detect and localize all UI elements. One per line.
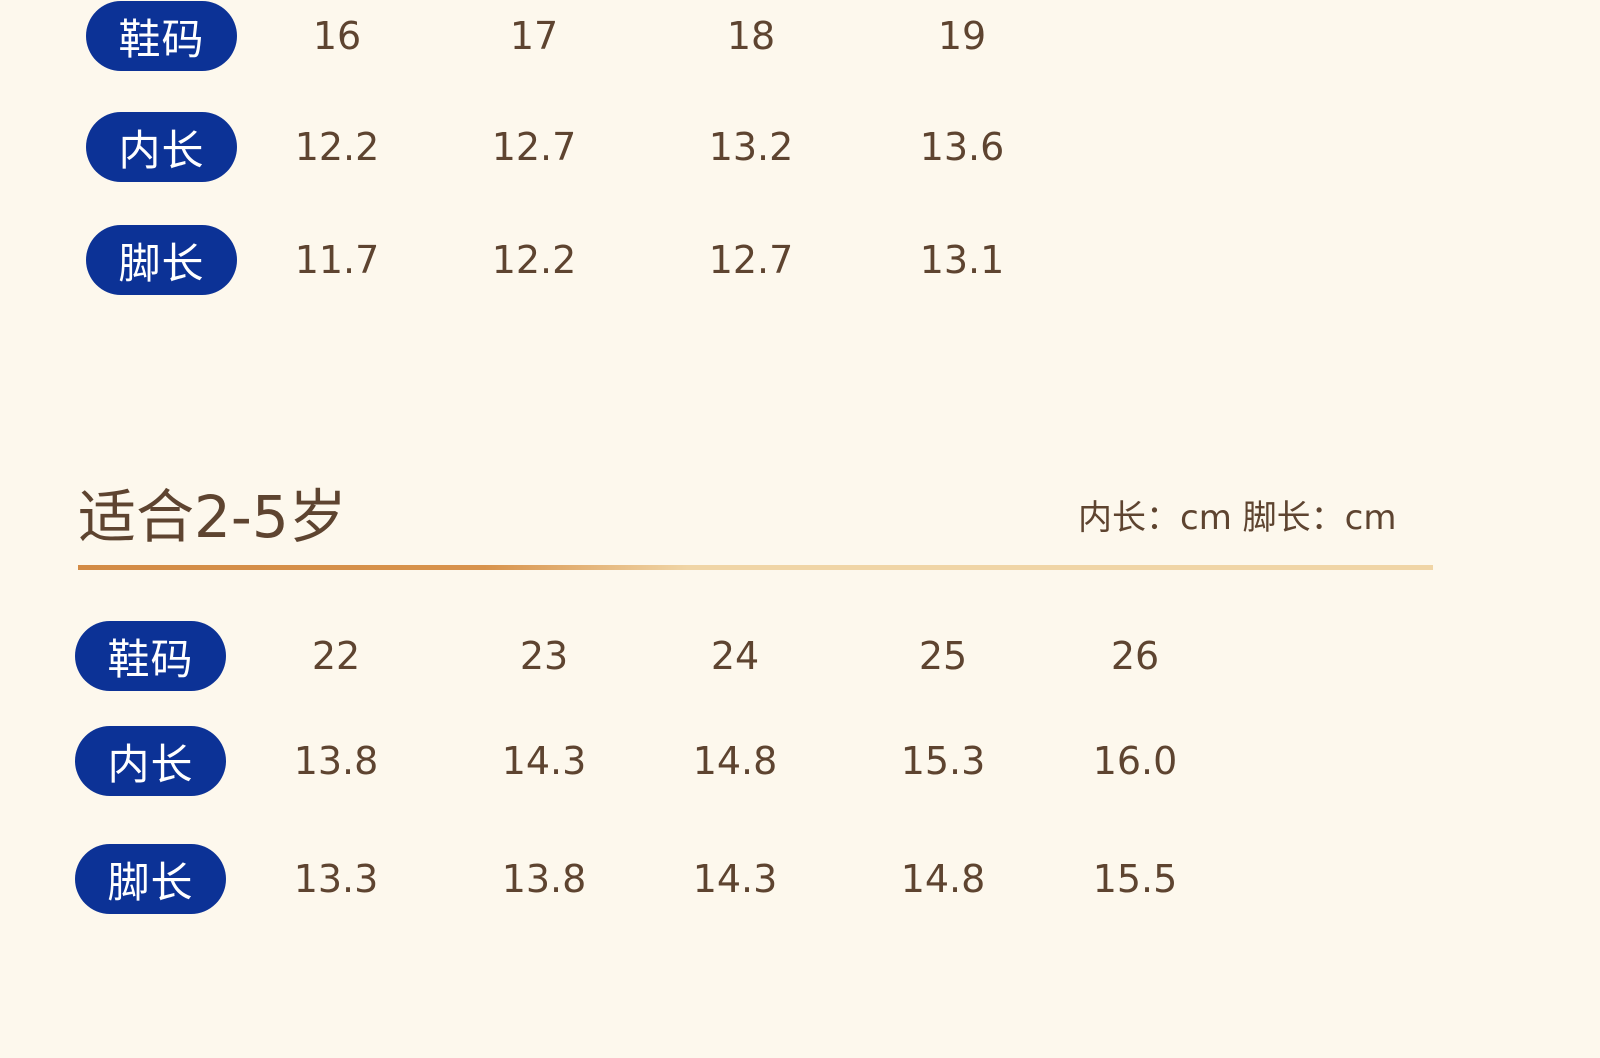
table-cell: 11.7 <box>294 238 380 282</box>
table-cell: 18 <box>726 14 776 58</box>
table-cell: 16 <box>312 14 362 58</box>
table-cell: 14.8 <box>692 739 778 783</box>
table-cell: 23 <box>519 634 569 678</box>
unit-note: 内长：cm 脚长：cm <box>1078 498 1397 538</box>
table-cell: 14.3 <box>692 857 778 901</box>
table-cell: 22 <box>311 634 361 678</box>
table-cell: 13.1 <box>919 238 1005 282</box>
table-cell: 13.2 <box>708 125 794 169</box>
table-cell: 13.3 <box>293 857 379 901</box>
section-title: 适合2-5岁 <box>78 483 347 551</box>
table-cell: 15.5 <box>1092 857 1178 901</box>
row-label-pill: 鞋码 <box>86 1 237 71</box>
table-cell: 13.8 <box>293 739 379 783</box>
table-cell: 12.2 <box>491 238 577 282</box>
table-cell: 15.3 <box>900 739 986 783</box>
table-cell: 13.8 <box>501 857 587 901</box>
table-cell: 14.3 <box>501 739 587 783</box>
table-cell: 12.2 <box>294 125 380 169</box>
table-cell: 24 <box>710 634 760 678</box>
table-cell: 12.7 <box>491 125 577 169</box>
table-cell: 26 <box>1110 634 1160 678</box>
row-label-pill: 脚长 <box>75 844 226 914</box>
table-cell: 19 <box>937 14 987 58</box>
table-cell: 14.8 <box>900 857 986 901</box>
table-cell: 25 <box>918 634 968 678</box>
row-label-pill: 内长 <box>75 726 226 796</box>
table-cell: 12.7 <box>708 238 794 282</box>
table-cell: 17 <box>509 14 559 58</box>
divider <box>78 565 1433 570</box>
row-label-pill: 内长 <box>86 112 237 182</box>
row-label-pill: 脚长 <box>86 225 237 295</box>
table-cell: 16.0 <box>1092 739 1178 783</box>
row-label-pill: 鞋码 <box>75 621 226 691</box>
table-cell: 13.6 <box>919 125 1005 169</box>
